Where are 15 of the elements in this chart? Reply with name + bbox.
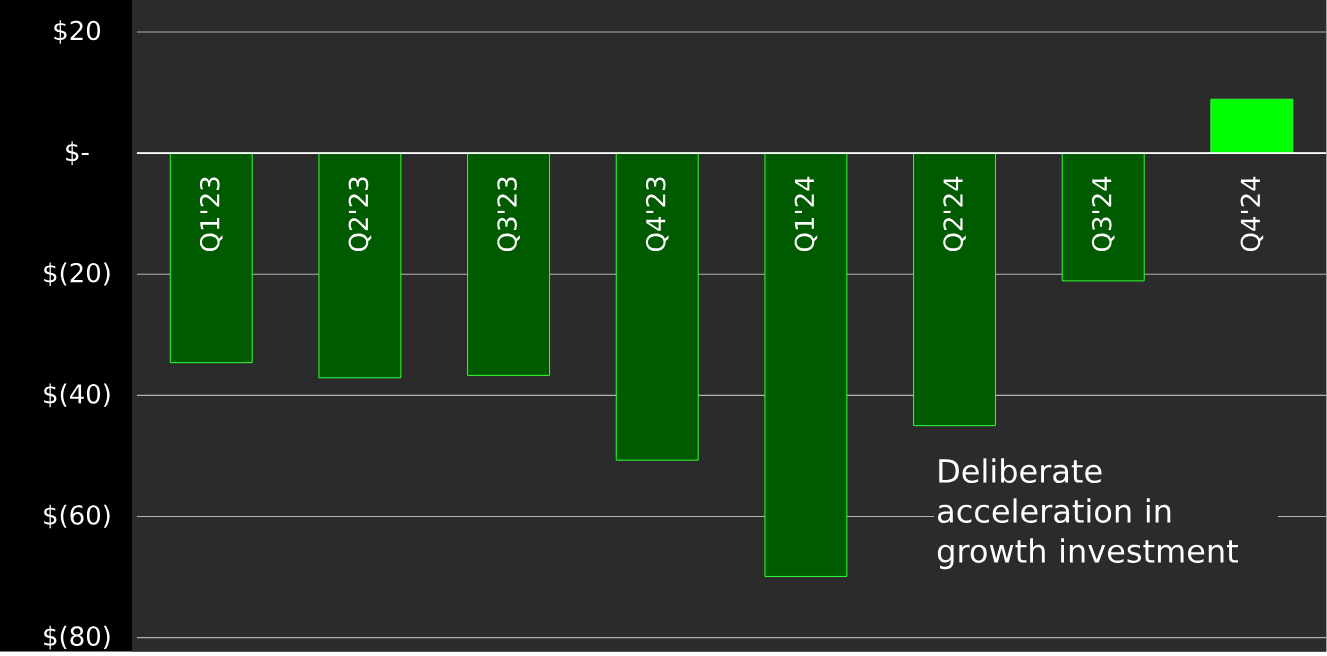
x-tick-label: Q1'24 bbox=[794, 176, 818, 251]
y-tick-label: $(40) bbox=[44, 383, 110, 408]
y-tick-label: $(60) bbox=[44, 504, 110, 529]
x-tick-label: Q2'24 bbox=[943, 176, 966, 251]
y-tick-label: $20 bbox=[54, 20, 101, 44]
x-tick-label: Q4'24 bbox=[1240, 176, 1264, 251]
y-tick-label: $- bbox=[66, 141, 89, 165]
x-tick-label: Q4'23 bbox=[645, 177, 669, 251]
x-tick-label: Q3'24 bbox=[1091, 176, 1115, 251]
annotation: Deliberate acceleration in growth investment bbox=[937, 458, 1238, 570]
x-tick-label: Q3'23 bbox=[497, 177, 520, 251]
x-tick-label: Q1'23 bbox=[199, 177, 223, 251]
x-tick-label: Q2'23 bbox=[348, 177, 372, 251]
y-tick-label: $(80) bbox=[44, 625, 110, 650]
y-tick-label: $(20) bbox=[44, 262, 110, 286]
